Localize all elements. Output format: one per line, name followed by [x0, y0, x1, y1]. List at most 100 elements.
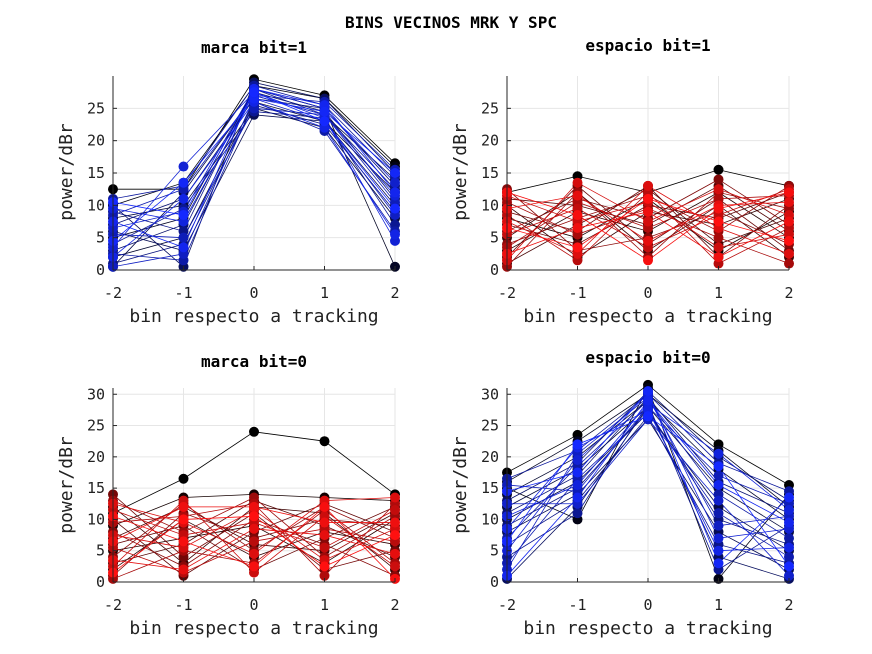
data-point [319, 501, 330, 512]
data-point [713, 461, 724, 472]
data-point [249, 426, 259, 437]
data-point [390, 530, 400, 541]
data-point [643, 193, 653, 204]
subplot-title: marca bit=0 [201, 352, 307, 371]
data-point [319, 517, 330, 528]
data-point [178, 514, 189, 525]
data-point [178, 536, 189, 547]
data-point [784, 533, 794, 544]
data-point [178, 177, 189, 188]
data-point [713, 232, 724, 243]
data-point [713, 252, 724, 263]
data-point [178, 564, 189, 575]
data-point [572, 467, 583, 478]
y-tick-label: 15 [87, 479, 105, 497]
data-point [784, 492, 794, 503]
series-markers [108, 74, 400, 272]
x-tick-label: -1 [174, 284, 192, 302]
data-point [784, 517, 794, 528]
data-point [319, 116, 330, 127]
data-point [390, 505, 400, 516]
data-point [390, 561, 400, 572]
subplot-marca-bit-0: marca bit=0 -2 -1 0 1 2 0 5 10 15 20 25 30 bin res… [56, 352, 400, 639]
data-point [784, 197, 794, 208]
data-point [784, 561, 794, 572]
y-tick-label: 25 [87, 417, 105, 435]
data-point [572, 242, 583, 253]
y-tick-label: 20 [87, 132, 105, 150]
x-tick-label: 1 [320, 596, 329, 614]
y-tick-label: 30 [87, 385, 105, 403]
data-point [390, 187, 400, 198]
data-point [713, 203, 724, 214]
data-point [784, 235, 794, 246]
x-tick-label: -1 [568, 596, 586, 614]
data-point [178, 501, 189, 512]
data-point [713, 448, 724, 459]
data-point [319, 561, 330, 572]
data-point [643, 255, 653, 266]
data-point [713, 164, 724, 175]
y-tick-label: 5 [490, 542, 499, 560]
y-tick-label: 25 [87, 99, 105, 117]
data-point [713, 174, 724, 185]
y-tick-label: 0 [490, 573, 499, 591]
x-tick-label: 1 [714, 596, 723, 614]
x-axis-label: bin respecto a tracking [523, 618, 772, 639]
x-tick-label: 1 [714, 284, 723, 302]
figure-title: BINS VECINOS MRK Y SPC [345, 13, 557, 32]
data-point [572, 190, 583, 201]
x-tick-labels: -2 -1 0 1 2 [498, 596, 794, 614]
data-point [178, 161, 189, 172]
axes [112, 76, 396, 271]
y-tick-label: 15 [481, 479, 499, 497]
data-point [713, 495, 724, 506]
data-point [713, 520, 724, 531]
data-point [784, 505, 794, 516]
y-axis-label: power/dBr [450, 436, 471, 534]
y-tick-label: 30 [481, 385, 499, 403]
x-tick-label: -2 [498, 284, 516, 302]
y-tick-label: 5 [96, 542, 105, 560]
x-tick-label: 0 [643, 284, 652, 302]
y-tick-labels: 0 5 10 15 20 25 [87, 99, 105, 279]
subplot-espacio-bit-0: espacio bit=0 -2 -1 0 1 2 0 5 10 15 20 25 30 bin r… [450, 348, 794, 639]
y-tick-labels: 0 5 10 15 20 25 30 [481, 385, 499, 591]
data-point [713, 470, 724, 481]
subplot-marca-bit-1: marca bit=1 -2 -1 0 1 2 0 5 10 15 20 25 bin respe… [56, 38, 400, 327]
data-point [643, 395, 653, 406]
x-tick-label: 0 [249, 596, 258, 614]
data-point [784, 187, 794, 198]
y-tick-labels: 0 5 10 15 20 25 [481, 99, 499, 279]
y-tick-labels: 0 5 10 15 20 25 30 [87, 385, 105, 591]
y-axis-label: power/dBr [56, 436, 77, 534]
y-tick-label: 5 [96, 229, 105, 247]
data-point [572, 480, 583, 490]
axes [112, 388, 396, 583]
x-tick-label: 2 [784, 596, 793, 614]
x-tick-label: 2 [784, 284, 793, 302]
y-tick-label: 0 [490, 261, 499, 279]
data-point [319, 570, 330, 581]
x-axis-label: bin respecto a tracking [129, 618, 378, 639]
y-tick-label: 20 [481, 132, 499, 150]
data-point [178, 242, 189, 253]
data-point [643, 386, 653, 397]
data-point [713, 242, 724, 253]
x-tick-label: -2 [498, 596, 516, 614]
data-point [713, 184, 724, 195]
series-markers [108, 426, 400, 584]
y-tick-label: 10 [87, 510, 105, 528]
data-point [572, 508, 583, 519]
data-point [784, 258, 794, 269]
x-tick-labels: -2 -1 0 1 2 [498, 284, 794, 302]
y-tick-label: 10 [481, 510, 499, 528]
data-point [572, 222, 583, 233]
x-tick-labels: -2 -1 0 1 2 [104, 284, 400, 302]
data-point [713, 533, 724, 544]
y-tick-label: 25 [481, 417, 499, 435]
x-tick-label: -2 [104, 596, 122, 614]
y-tick-label: 15 [481, 164, 499, 182]
y-tick-label: 25 [481, 99, 499, 117]
